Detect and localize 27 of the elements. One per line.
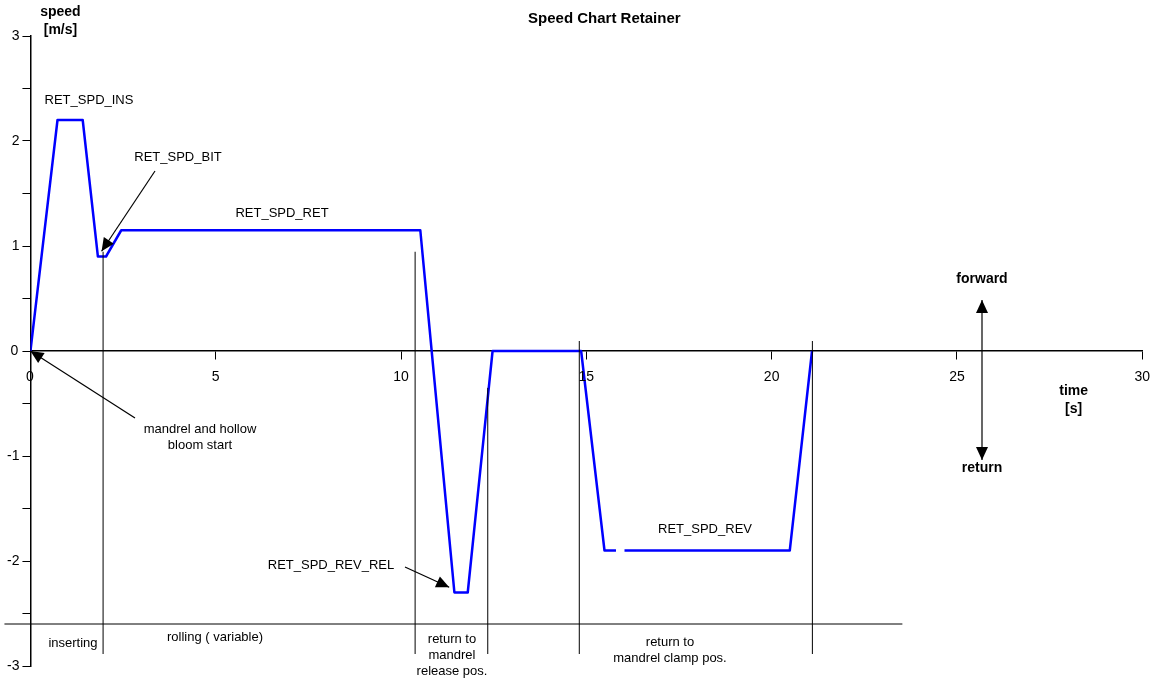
x-tick-label: 5 [211, 368, 220, 385]
annotation: return [961, 458, 1003, 475]
annotation: rolling ( variable) [166, 628, 264, 644]
y-tick-label: -3 [7, 656, 20, 673]
annotation: return to mandrel release pos. [416, 630, 488, 678]
annotation: mandrel and hollow bloom start [143, 420, 257, 452]
annotation: RET_SPD_BIT [134, 148, 222, 164]
annotation: forward [956, 269, 1008, 286]
y-tick-label: 1 [11, 236, 20, 253]
annotation: return to mandrel clamp pos. [613, 633, 727, 665]
y-axis-title: speed [m/s] [40, 2, 81, 37]
x-axis-title: time [s] [1059, 381, 1089, 416]
annotation: RET_SPD_RET [235, 204, 329, 220]
x-tick-label: 10 [393, 368, 410, 385]
annotation: RET_SPD_INS [44, 91, 134, 107]
y-tick-label: -2 [7, 551, 20, 568]
annotation: RET_SPD_REV [658, 520, 753, 536]
annotation: RET_SPD_REV_REL [267, 556, 395, 572]
y-tick-label: 0 [10, 341, 20, 358]
x-tick-label: 20 [763, 368, 780, 385]
x-tick-label: 30 [1134, 368, 1151, 385]
x-tick-label: 25 [949, 368, 965, 385]
annotation: inserting [48, 634, 98, 650]
y-tick-label: -1 [7, 446, 20, 463]
chart-title: Speed Chart Retainer [528, 9, 681, 27]
y-tick-label: 3 [11, 26, 20, 43]
y-tick-label: 2 [11, 131, 20, 148]
